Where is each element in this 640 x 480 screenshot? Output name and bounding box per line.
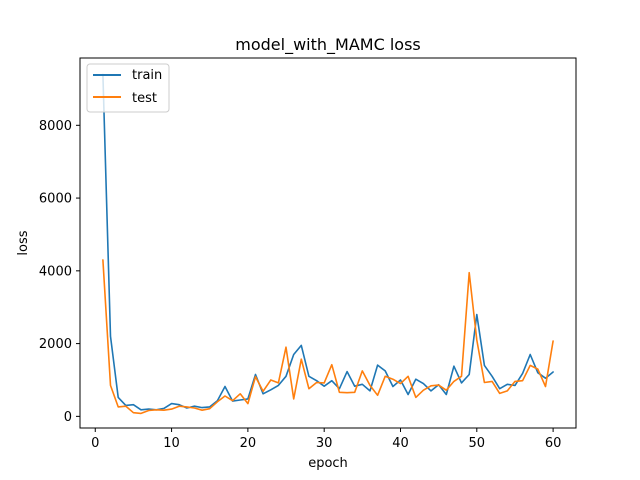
y-tick-label: 2000 <box>39 337 72 352</box>
y-axis-title: loss <box>16 230 31 255</box>
legend: train test <box>86 63 170 113</box>
x-tick-label: 30 <box>316 436 333 451</box>
x-tick-label: 0 <box>91 436 99 451</box>
x-tick-label: 50 <box>469 436 486 451</box>
y-tick-label: 4000 <box>39 264 72 279</box>
axis-ticks: 0 10 20 30 40 50 60 0 2000 4000 6000 8000 <box>39 119 561 451</box>
x-tick-label: 20 <box>240 436 257 451</box>
chart-title: model_with_MAMC loss <box>235 35 420 55</box>
y-tick-label: 6000 <box>39 192 72 207</box>
x-tick-label: 10 <box>163 436 180 451</box>
series-line-train <box>102 73 554 411</box>
legend-train-label: train <box>132 68 162 83</box>
x-tick-label: 60 <box>545 436 562 451</box>
y-tick-label: 8000 <box>39 119 72 134</box>
x-tick-label: 40 <box>392 436 409 451</box>
legend-test-label: test <box>132 91 157 106</box>
y-tick-label: 0 <box>64 410 72 425</box>
x-axis-title: epoch <box>308 456 348 471</box>
series-lines <box>102 73 554 415</box>
plot-frame <box>79 57 577 429</box>
series-line-test <box>102 259 554 415</box>
